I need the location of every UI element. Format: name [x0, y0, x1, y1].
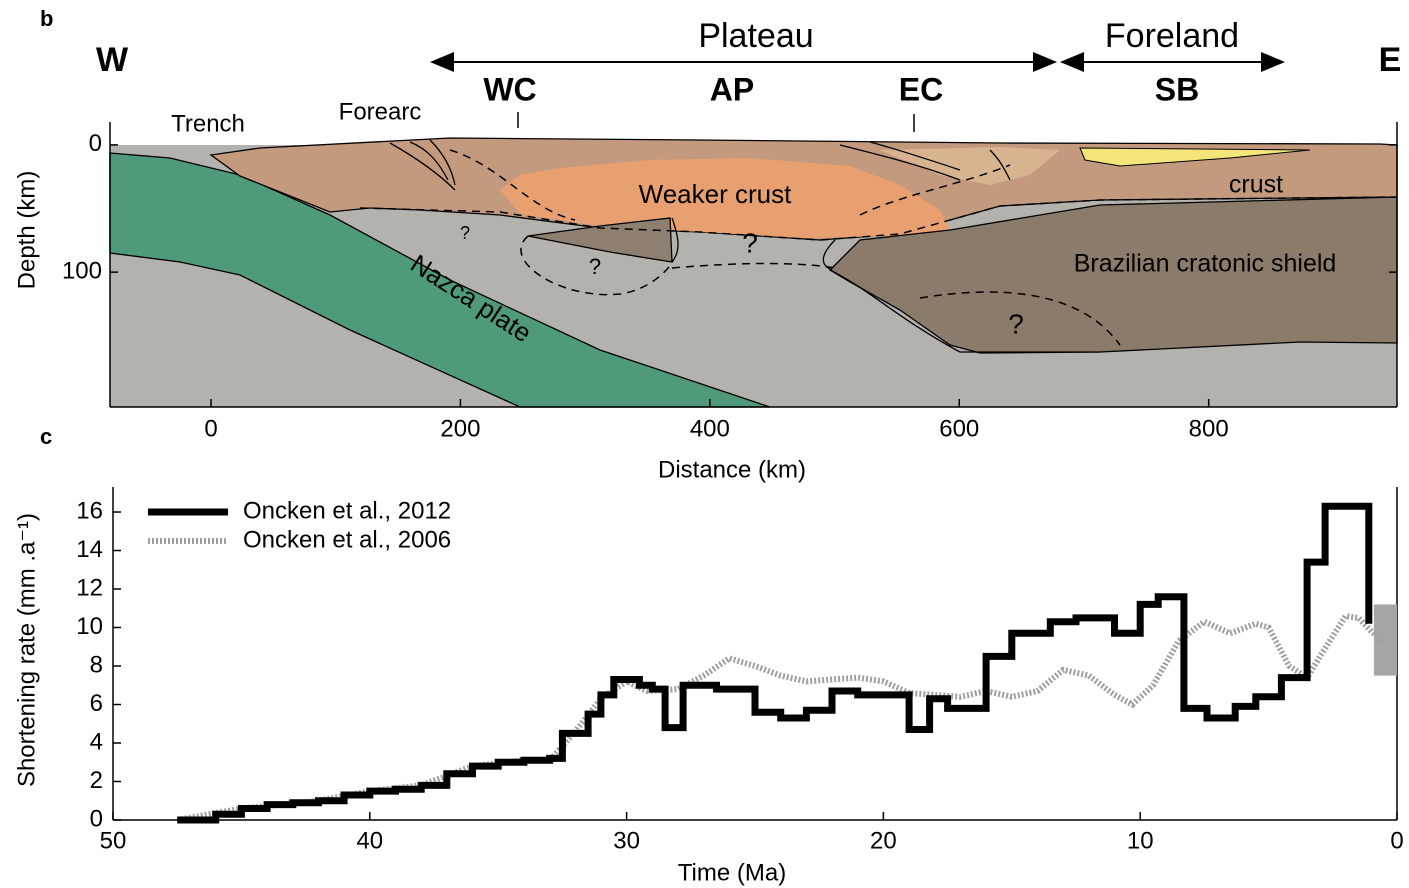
label: E — [1379, 41, 1402, 79]
label: ? — [589, 254, 601, 279]
label: WC — [483, 71, 536, 107]
label: ? — [460, 223, 470, 243]
y-tick-label: 2 — [90, 767, 103, 794]
label: crust — [1229, 171, 1283, 199]
x-tick-label: 400 — [690, 415, 730, 442]
y-tick-label: 4 — [90, 728, 103, 755]
x-tick-label: 10 — [1127, 827, 1154, 854]
y-tick-label: 14 — [76, 536, 103, 563]
label: Weaker crust — [639, 179, 792, 209]
y-axis-title: Depth (km) — [13, 171, 40, 290]
y-tick-label: 8 — [90, 651, 103, 678]
x-tick-label: 40 — [356, 827, 383, 854]
y-tick-label: 6 — [90, 690, 103, 717]
x-tick-label: 600 — [939, 415, 979, 442]
x-tick-label: 50 — [100, 827, 127, 854]
label: EC — [899, 71, 943, 107]
label: W — [96, 41, 129, 79]
x-axis-title: Distance (km) — [658, 456, 806, 483]
x-tick-label: 0 — [204, 415, 217, 442]
panel-label: b — [40, 6, 53, 31]
x-tick-label: 30 — [613, 827, 640, 854]
label: ? — [1008, 308, 1024, 339]
label: Brazilian cratonic shield — [1074, 250, 1337, 278]
label: Plateau — [698, 17, 813, 55]
label: SB — [1155, 71, 1199, 107]
y-tick-label: 100 — [62, 257, 102, 284]
label: AP — [710, 71, 754, 107]
legend-label: Oncken et al., 2012 — [243, 497, 451, 524]
y-tick-label: 0 — [89, 130, 102, 157]
label: Foreland — [1105, 17, 1239, 55]
page: b W E Plateau Foreland WC AP EC SB Trenc… — [0, 0, 1409, 888]
y-tick-label: 16 — [76, 497, 103, 524]
figure: b W E Plateau Foreland WC AP EC SB Trenc… — [0, 0, 1409, 888]
x-tick-label: 0 — [1390, 827, 1403, 854]
x-tick-label: 800 — [1189, 415, 1229, 442]
panel-label: c — [40, 424, 52, 449]
label: Trench — [171, 110, 245, 137]
y-axis-title: Shortening rate (mm .a⁻¹) — [13, 513, 40, 787]
y-tick-label: 10 — [76, 613, 103, 640]
x-axis-title: Time (Ma) — [678, 859, 786, 886]
label: ? — [742, 227, 758, 258]
label: Forearc — [339, 98, 422, 125]
legend-label: Oncken et al., 2006 — [243, 526, 451, 553]
x-tick-label: 20 — [870, 827, 897, 854]
y-tick-label: 12 — [76, 574, 103, 601]
x-tick-label: 200 — [440, 415, 480, 442]
y-tick-label: 0 — [90, 805, 103, 832]
